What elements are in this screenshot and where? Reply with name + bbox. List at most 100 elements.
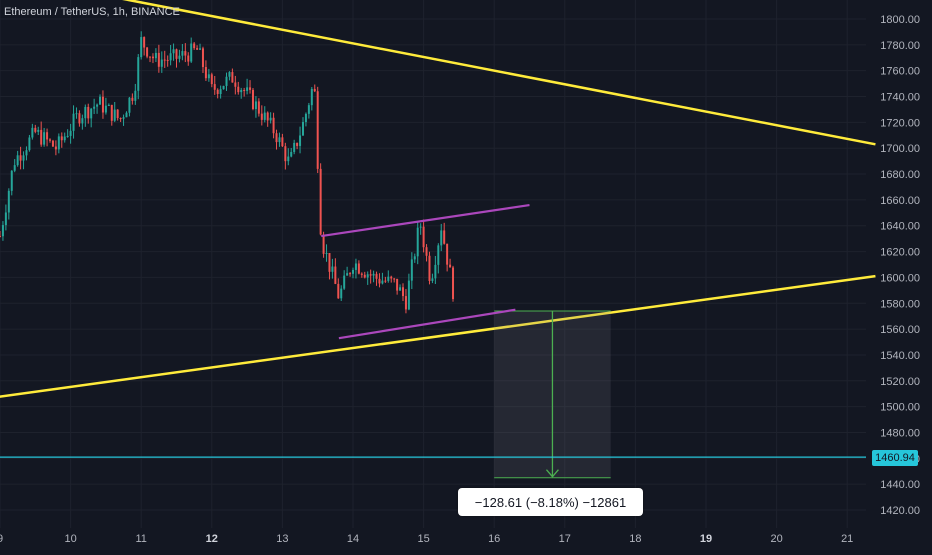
candle-body (452, 267, 455, 300)
candle-body (378, 278, 381, 284)
candle-body (19, 155, 22, 161)
channel-upper[interactable] (321, 203, 530, 238)
candle-body (375, 273, 378, 279)
candle-body (110, 104, 113, 121)
trendlines[interactable] (0, 0, 876, 398)
candle-body (93, 106, 96, 109)
candle-body (413, 256, 416, 260)
candle-body (46, 132, 49, 140)
candle-body (199, 48, 202, 50)
candle-body (384, 280, 387, 282)
candle-body (207, 74, 210, 79)
candle-body (381, 280, 384, 284)
candle-body (428, 255, 431, 281)
time-tick-label: 19 (700, 533, 712, 545)
candle-body (210, 74, 213, 85)
candle-body (419, 226, 422, 228)
candle-body (257, 101, 260, 114)
candle-body (1, 225, 4, 237)
price-tick-label: 1540.00 (880, 350, 920, 362)
candle-body (13, 165, 16, 171)
candle-body (269, 117, 272, 121)
candle-body (25, 150, 28, 156)
candle-body (104, 105, 107, 113)
price-axis[interactable]: 1800.00 1780.00 1760.00 1740.00 1720.00 1700.… (880, 14, 920, 517)
candle-body (278, 137, 281, 143)
candle-body (28, 137, 31, 151)
candle-body (22, 155, 25, 161)
price-tick-label: 1660.00 (880, 195, 920, 207)
candle-body (122, 117, 125, 119)
candle-body (225, 76, 228, 86)
price-tick-label: 1520.00 (880, 376, 920, 388)
candle-body (178, 55, 181, 59)
candle-body (201, 48, 204, 68)
price-tick-label: 1500.00 (880, 402, 920, 414)
candle-body (0, 236, 1, 238)
candle-body (449, 264, 452, 268)
time-tick-label: 12 (206, 533, 218, 545)
candle-body (334, 266, 337, 284)
price-tick-label: 1700.00 (880, 143, 920, 155)
upper-trendline[interactable] (0, 0, 876, 146)
candle-body (157, 52, 160, 67)
candle-body (72, 113, 75, 131)
candle-body (446, 243, 449, 265)
candle-body (131, 97, 134, 101)
candle-body (49, 139, 52, 141)
candle-body (216, 89, 219, 94)
time-axis[interactable]: 9 10 11 12 13 14 15 16 17 18 19 20 21 (0, 533, 853, 545)
candle-body (143, 37, 146, 48)
candle-body (116, 109, 119, 119)
price-tick-label: 1440.00 (880, 479, 920, 491)
candle-body (7, 190, 10, 213)
candle-body (43, 132, 46, 145)
candle-body (151, 56, 154, 59)
time-tick-label: 13 (276, 533, 288, 545)
time-tick-label: 11 (135, 533, 146, 545)
candle-body (160, 59, 163, 67)
candle-body (75, 113, 78, 115)
candle-body (134, 90, 137, 101)
candle-body (113, 109, 116, 121)
candle-body (10, 170, 13, 191)
lower-trendline[interactable] (0, 274, 876, 398)
candle-body (328, 253, 331, 272)
candle-body (346, 273, 349, 276)
grid (0, 0, 866, 528)
candle-body (416, 227, 419, 257)
time-tick-label: 16 (488, 533, 500, 545)
candle-body (272, 117, 275, 134)
channel-lower[interactable] (338, 308, 516, 340)
candle-body (284, 146, 287, 162)
candle-body (154, 52, 157, 59)
candle-body (363, 274, 366, 278)
price-tick-label: 1620.00 (880, 247, 920, 259)
candle-body (310, 88, 313, 106)
candle-body (81, 118, 84, 124)
candle-body (63, 136, 66, 141)
candle-body (354, 263, 357, 270)
channel[interactable] (321, 203, 530, 340)
price-tick-label: 1640.00 (880, 221, 920, 233)
candle-body (304, 113, 307, 123)
candle-body (263, 112, 266, 120)
candle-body (181, 51, 184, 56)
candle-body (40, 129, 43, 145)
candle-body (219, 89, 222, 94)
candle-body (87, 106, 90, 119)
candle-body (307, 105, 310, 114)
measure-arrow-head (545, 469, 559, 478)
measure-tool[interactable] (494, 310, 611, 479)
candle-body (234, 82, 237, 87)
candle-body (137, 57, 140, 91)
price-tick-label: 1740.00 (880, 92, 920, 104)
candle-body (322, 234, 325, 254)
candle-body (187, 55, 190, 62)
candle-body (437, 245, 440, 265)
candle-body (119, 118, 122, 120)
candle-body (246, 87, 249, 91)
